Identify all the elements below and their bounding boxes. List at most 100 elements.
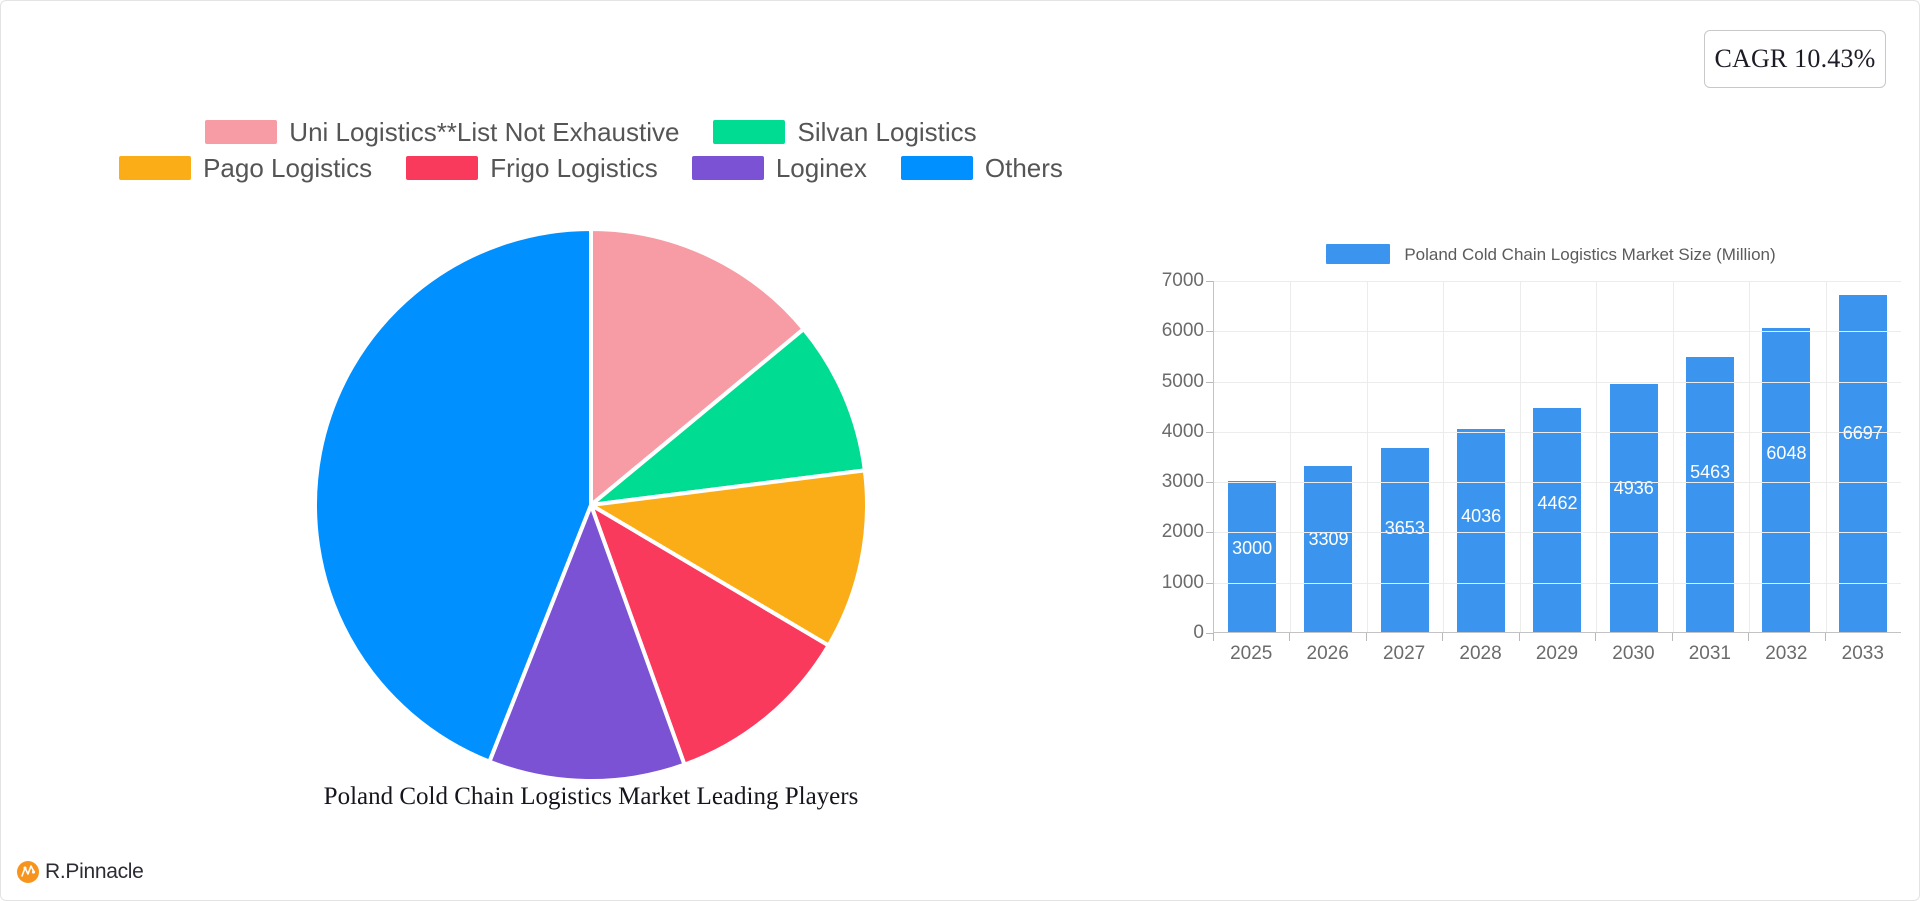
bar-value-label: 4036 [1461,506,1502,527]
bar-column[interactable]: 3000 [1214,281,1290,632]
pie-legend-swatch [119,156,192,180]
gridline-vertical [1290,281,1292,632]
bar-value-label: 3000 [1232,538,1273,559]
pie-legend-label: Loginex [775,153,867,183]
pie-legend-item[interactable]: Others [900,153,1063,183]
bar-column[interactable]: 6048 [1748,281,1824,632]
gridline [1214,431,1901,433]
y-axis-tick-label: 2000 [1141,521,1213,543]
watermark: R.Pinnacle [17,860,144,884]
gridline [1214,331,1901,333]
x-axis-tick-mark [1671,633,1673,641]
pie-legend-item[interactable]: Silvan Logistics [713,119,977,145]
cagr-badge: CAGR 10.43% [1704,30,1886,88]
bar-column[interactable]: 4036 [1443,281,1519,632]
bar-series: 3000 3309 3653 4036 4462 4936 5463 6048 6697 [1214,281,1901,632]
pie-legend-swatch [713,120,786,144]
x-axis-tick-label: 2027 [1382,643,1426,664]
pie-slice[interactable] [589,327,867,507]
y-axis-tick-label: 0 [1141,622,1213,644]
bar-value-label: 4462 [1537,492,1578,513]
pie-slice[interactable] [589,227,806,507]
pie-legend-item[interactable]: Pago Logistics [119,155,372,181]
gridline-vertical [1366,281,1368,632]
gridline-vertical [1443,281,1445,632]
pie-legend-swatch [691,156,764,180]
y-axis-tick-label: 3000 [1141,471,1213,493]
x-axis-tick-mark [1824,633,1826,641]
bar[interactable]: 3000 [1228,481,1277,632]
pie-legend-label: Uni Logistics**List Not Exhaustive [289,117,680,147]
x-axis-tick-mark [1442,633,1444,641]
y-axis-tick-label: 5000 [1141,371,1213,393]
pie-legend-item[interactable]: Frigo Logistics [406,155,658,181]
x-axis-tick-mark [1518,633,1520,641]
gridline [1214,482,1901,484]
bar[interactable]: 3309 [1304,465,1353,632]
pie-legend-row: Uni Logistics**List Not Exhaustive Silvan… [1,119,1181,145]
bar-chart: Poland Cold Chain Logistics Market Size … [1141,237,1901,687]
x-axis-tick-mark [1748,633,1750,641]
pie-slice[interactable] [487,503,687,783]
x-axis-tick-label: 2032 [1765,643,1808,664]
gridline-vertical [1596,281,1598,632]
bar-column[interactable]: 6697 [1825,281,1901,632]
y-axis-tick-label: 7000 [1141,270,1213,292]
x-axis-tick-label: 2031 [1688,643,1732,664]
bar-column[interactable]: 4936 [1596,281,1672,632]
y-axis-tick-label: 6000 [1141,320,1213,342]
gridline-vertical [1825,281,1827,632]
y-axis-tick-label: 4000 [1141,421,1213,443]
pie-legend-swatch [205,120,278,144]
bar-grid: 3000 3309 3653 4036 4462 4936 5463 6048 6697 [1213,281,1901,633]
bar-value-label: 6048 [1766,443,1807,464]
pie-slice[interactable] [589,468,869,648]
pie-slice[interactable] [313,227,593,764]
bar-value-label: 5463 [1690,461,1731,482]
gridline [1214,281,1901,282]
bar-column[interactable]: 5463 [1672,281,1748,632]
pie-legend-item[interactable]: Loginex [691,153,867,183]
x-axis-tick-label: 2030 [1612,643,1655,664]
pie-slice[interactable] [589,503,831,767]
bar[interactable]: 5463 [1686,357,1735,632]
x-axis-tick-label: 2028 [1459,643,1502,664]
pie-legend-label: Frigo Logistics [490,153,658,183]
x-axis-tick-label: 2029 [1535,643,1579,664]
bar-chart-legend: Poland Cold Chain Logistics Market Size … [1201,237,1901,271]
bar[interactable]: 6048 [1762,327,1811,632]
pie-chart [311,225,871,785]
bar-column[interactable]: 3309 [1290,281,1366,632]
x-axis-tick-label: 2025 [1230,643,1273,664]
bar-value-label: 3309 [1308,528,1349,549]
bar-value-label: 3653 [1384,518,1425,539]
bar-column[interactable]: 3653 [1367,281,1443,632]
bar[interactable]: 6697 [1838,295,1887,632]
x-axis-tick-label: 2033 [1841,643,1884,664]
pie-legend-swatch [406,156,479,180]
gridline-vertical [1749,281,1751,632]
x-axis-tick-mark [1213,633,1214,641]
y-axis-tick-label: 1000 [1141,572,1213,594]
bar[interactable]: 4462 [1533,407,1582,632]
bar[interactable]: 4036 [1457,429,1506,632]
x-axis-tick-mark [1365,633,1367,641]
bar-column[interactable]: 4462 [1519,281,1595,632]
pie-legend-item[interactable]: Uni Logistics**List Not Exhaustive [205,119,679,145]
x-axis-tick-label: 2026 [1306,643,1349,664]
x-axis-tick-mark [1289,633,1291,641]
bar-legend-swatch [1326,244,1391,264]
cagr-label: CAGR 10.43% [1714,44,1876,73]
bar-plot-area: 3000 3309 3653 4036 4462 4936 5463 6048 6697 0 10… [1141,270,1901,664]
pie-chart-title: Poland Cold Chain Logistics Market Leadi… [323,783,859,810]
gridline-vertical [1519,281,1521,632]
pinnacle-logo-icon [17,861,39,883]
pie-legend-row: Pago Logistics Frigo Logistics Loginex Othe… [1,155,1181,181]
bar[interactable]: 3653 [1380,448,1429,632]
pie-legend-label: Pago Logistics [203,153,373,183]
bar[interactable]: 4936 [1609,383,1658,632]
pie-legend-label: Others [984,153,1063,183]
bar-value-label: 6697 [1842,423,1883,444]
bar-legend-label: Poland Cold Chain Logistics Market Size … [1404,244,1776,264]
